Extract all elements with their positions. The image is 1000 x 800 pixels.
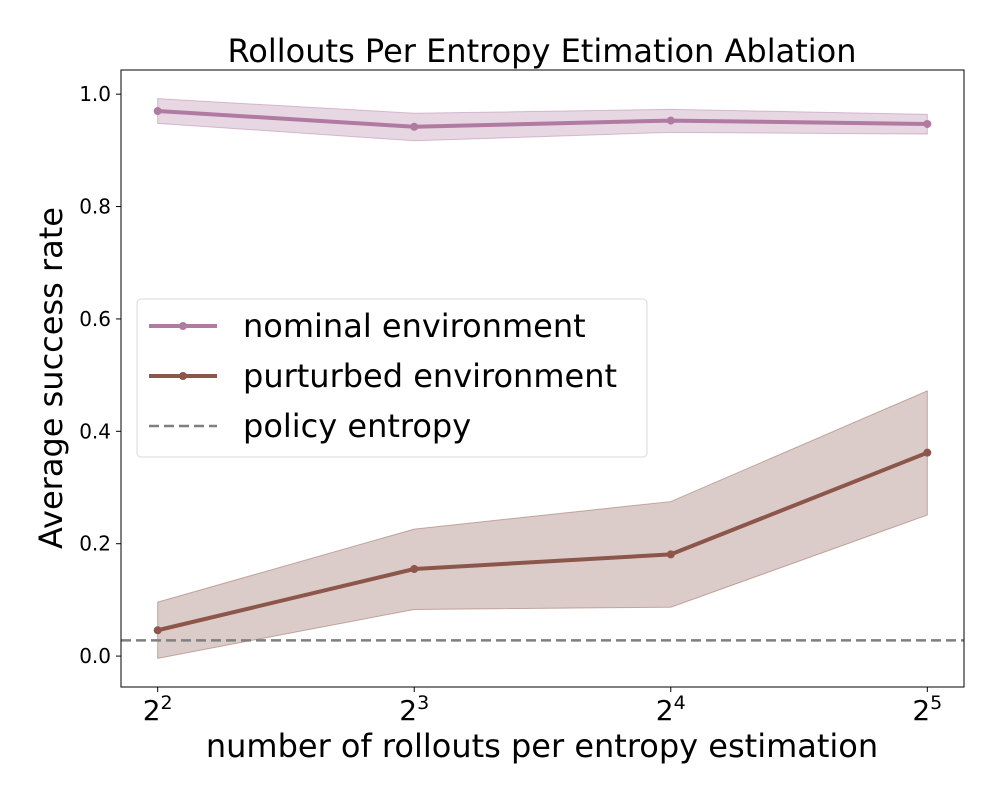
- x-tick-label: 23: [399, 692, 429, 727]
- confidence-band-2: [157, 390, 928, 659]
- data-point: [153, 107, 162, 116]
- series-line-1: [157, 109, 928, 129]
- data-point: [666, 116, 675, 125]
- x-tick-exponent: 4: [674, 692, 686, 714]
- y-tick-label: 0.6: [79, 307, 111, 331]
- x-tick-base: 2: [399, 694, 417, 727]
- chart-title: Rollouts Per Entropy Etimation Ablation: [228, 32, 857, 70]
- x-tick-base: 2: [143, 694, 161, 727]
- legend-label: policy entropy: [243, 407, 471, 445]
- y-tick-label: 0.0: [79, 644, 111, 668]
- y-tick-label: 0.2: [79, 532, 111, 556]
- x-tick-base: 2: [912, 694, 930, 727]
- legend-marker: [179, 372, 187, 380]
- legend: nominal environment purturbed environment…: [136, 298, 648, 458]
- x-tick-base: 2: [656, 694, 674, 727]
- x-axis-label: number of rollouts per entropy estimatio…: [206, 727, 878, 765]
- y-tick-label: 0.4: [79, 419, 111, 443]
- plot-area-frame: [120, 69, 965, 688]
- x-tick-exponent: 5: [930, 692, 942, 714]
- x-tick-exponent: 3: [417, 692, 429, 714]
- legend-box: [136, 298, 648, 458]
- x-tick-exponent: 2: [161, 692, 173, 714]
- series-lines: [153, 107, 932, 635]
- data-point: [410, 564, 419, 573]
- y-tick-label: 0.8: [79, 195, 111, 219]
- confidence-band-1: [157, 98, 928, 142]
- data-point: [410, 122, 419, 131]
- series-line-2: [157, 450, 929, 633]
- data-point: [923, 119, 932, 128]
- data-point: [666, 550, 675, 559]
- x-tick-label: 25: [912, 692, 942, 727]
- legend-marker: [179, 322, 187, 330]
- x-tick-label: 22: [143, 692, 173, 727]
- confidence-bands: [157, 98, 928, 659]
- legend-label: nominal environment: [243, 307, 586, 345]
- y-tick-label: 1.0: [79, 82, 111, 106]
- x-axis-ticks: 22 23 24 25: [143, 687, 942, 727]
- x-tick-label: 24: [656, 692, 686, 727]
- y-axis-label: Average success rate: [32, 207, 70, 549]
- legend-label: purturbed environment: [243, 357, 617, 395]
- data-point: [153, 626, 162, 635]
- y-axis-ticks: 0.0 0.2 0.4 0.6 0.8 1.0: [79, 82, 121, 668]
- data-point: [923, 448, 932, 457]
